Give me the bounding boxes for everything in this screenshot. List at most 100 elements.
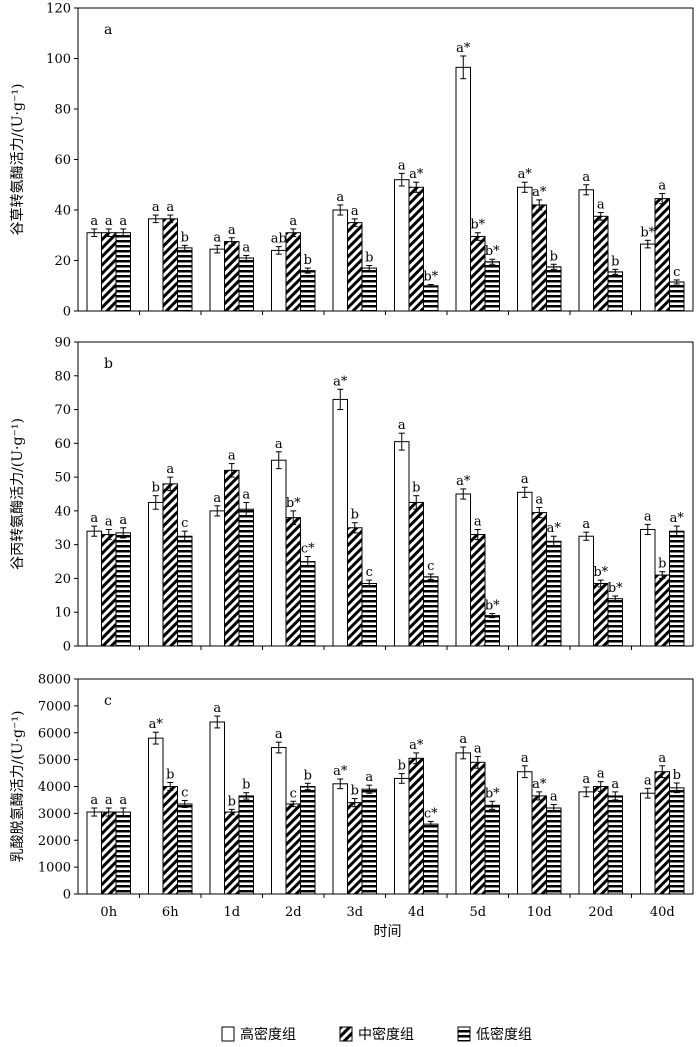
bar <box>408 757 424 895</box>
bar <box>455 752 471 895</box>
y-tick-label: 80 <box>54 103 71 118</box>
bar <box>607 598 623 647</box>
bar <box>209 510 225 647</box>
bar <box>470 534 486 647</box>
significance-label: a* <box>670 511 685 526</box>
panel-tag: b <box>104 356 113 372</box>
bar <box>517 491 533 647</box>
significance-label: a <box>474 514 482 529</box>
significance-label: b <box>152 481 160 496</box>
bar <box>394 179 410 312</box>
bar <box>423 576 439 647</box>
significance-label: a <box>597 198 605 213</box>
x-axis-title: 时间 <box>374 924 402 940</box>
bar <box>162 483 178 647</box>
bar <box>669 530 685 647</box>
bar <box>285 232 301 312</box>
bar <box>408 501 424 647</box>
bar <box>347 527 363 647</box>
bar <box>115 811 131 895</box>
significance-label: a <box>644 773 652 788</box>
bar <box>271 747 287 895</box>
legend-swatch-open <box>221 1026 235 1042</box>
bar <box>271 459 287 647</box>
significance-label: a <box>105 793 113 808</box>
chart-panel-c: 0 1000 2000 3000 4000 5000 6000 7000 8000 c 乳酸脱氢酶活… <box>10 673 694 940</box>
significance-label: a <box>213 701 221 716</box>
significance-label: b* <box>485 244 500 259</box>
bar <box>86 530 102 647</box>
bar <box>546 266 562 312</box>
bar <box>517 771 533 895</box>
bar <box>484 615 500 647</box>
significance-label: a* <box>409 167 424 182</box>
bar <box>224 241 240 312</box>
bar <box>546 807 562 895</box>
y-tick-label: 50 <box>54 471 71 486</box>
significance-label: a* <box>333 374 348 389</box>
x-tick-label: 4d <box>408 905 425 920</box>
y-tick-label: 40 <box>54 504 71 519</box>
y-axis-title: 谷草转氨酶活力/(U·g⁻¹) <box>10 84 26 236</box>
bar <box>455 493 471 647</box>
significance-label: c <box>181 785 188 800</box>
bar <box>654 574 670 647</box>
significance-label: a <box>213 230 221 245</box>
bar <box>162 786 178 895</box>
significance-label: b* <box>470 218 485 233</box>
panel-tag: c <box>104 693 112 709</box>
y-tick-label: 40 <box>54 204 71 219</box>
significance-label: a* <box>532 777 547 792</box>
bar <box>361 788 377 895</box>
significance-label: b* <box>608 581 623 596</box>
significance-label: a <box>582 170 590 185</box>
significance-label: b <box>365 251 373 266</box>
y-tick-label: 60 <box>54 153 71 168</box>
bar <box>332 783 348 895</box>
y-tick-label: 10 <box>54 606 71 621</box>
significance-label: a <box>597 767 605 782</box>
y-tick-label: 20 <box>54 254 71 269</box>
significance-label: b <box>304 253 312 268</box>
significance-label: c <box>427 559 434 574</box>
y-tick-label: 8000 <box>38 673 71 688</box>
significance-label: a <box>166 200 174 215</box>
significance-label: a <box>521 472 529 487</box>
significance-label: b <box>166 767 174 782</box>
x-tick-label: 3d <box>346 905 363 920</box>
bar <box>361 267 377 312</box>
bar <box>578 189 594 312</box>
significance-label: ab <box>271 232 287 247</box>
significance-label: a <box>105 514 113 529</box>
significance-label: a <box>658 751 666 766</box>
y-tick-label: 5000 <box>38 753 71 768</box>
bar <box>86 811 102 895</box>
significance-label: a <box>275 437 283 452</box>
significance-label: b <box>658 557 666 572</box>
bar <box>347 222 363 312</box>
bar <box>593 786 609 895</box>
significance-label: a <box>119 214 127 229</box>
significance-label: b* <box>640 225 655 240</box>
bar <box>115 232 131 312</box>
bar <box>654 198 670 312</box>
significance-label: c* <box>424 806 438 821</box>
x-tick-label: 5d <box>469 905 486 920</box>
bar <box>470 761 486 895</box>
bar <box>593 583 609 647</box>
bar <box>177 803 193 895</box>
bar <box>238 795 254 895</box>
bar <box>238 257 254 312</box>
significance-label: b <box>351 508 359 523</box>
bar <box>224 811 240 895</box>
x-tick-label: 10d <box>527 905 552 920</box>
bar <box>531 204 547 312</box>
significance-label: b <box>673 768 681 783</box>
bar <box>531 795 547 895</box>
significance-label: a <box>582 517 590 532</box>
bar <box>209 721 225 895</box>
bar <box>271 249 287 312</box>
bar <box>423 285 439 312</box>
